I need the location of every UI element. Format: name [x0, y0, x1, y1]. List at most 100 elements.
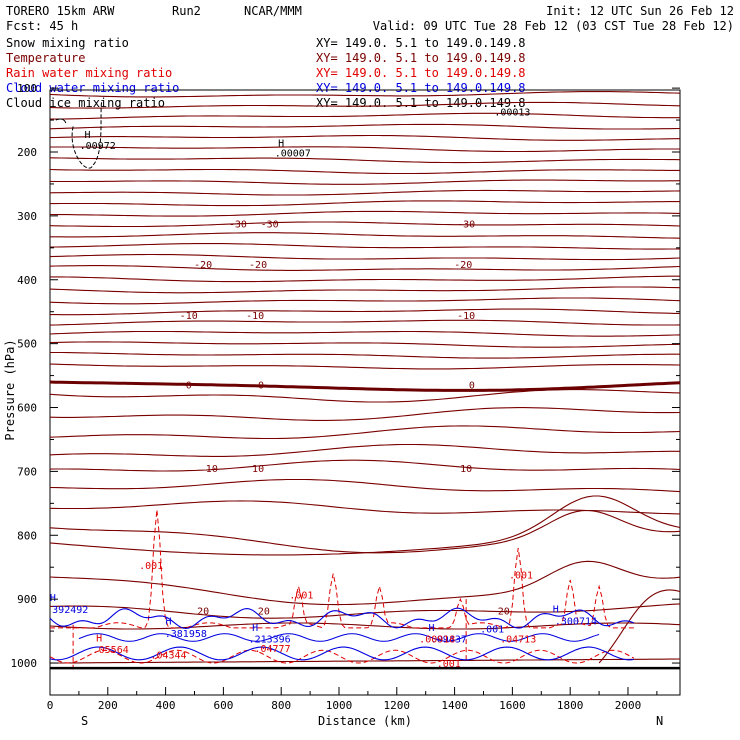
- org-label: NCAR/MMM: [244, 4, 302, 18]
- y-tick-label: 500: [17, 338, 37, 351]
- rain-contours: [49, 509, 635, 670]
- snow-contours: [55, 100, 103, 169]
- field-label: 392492: [52, 605, 88, 616]
- y-tick-label: 100: [17, 82, 37, 95]
- isotherm-line: [50, 275, 680, 283]
- isotherm-line: [49, 286, 681, 294]
- isotherm-line: [49, 407, 681, 421]
- isotherm-line: [49, 157, 681, 164]
- legend-xy-cloud_water: XY= 149.0. 5.1 to 149.0.149.8: [316, 81, 526, 95]
- isotherm-line: [50, 658, 681, 664]
- field-label: .001: [437, 659, 461, 670]
- isotherm-line: [49, 443, 680, 457]
- isotherm-line: [49, 189, 681, 196]
- legend-xy-temperature: XY= 149.0. 5.1 to 149.0.149.8: [316, 51, 526, 65]
- isotherm-label: -10: [457, 311, 475, 322]
- isotherm-line: [49, 243, 681, 250]
- x-axis-label: Distance (km): [318, 714, 412, 728]
- legend-name-rain: Rain water mixing ratio: [6, 66, 172, 80]
- north-endpoint-label: N: [656, 714, 663, 728]
- rain-contour: [49, 649, 635, 664]
- field-label: .00013: [494, 108, 530, 119]
- y-tick-label: 400: [17, 274, 37, 287]
- isotherm-line: [49, 253, 681, 261]
- field-label: H: [252, 623, 258, 634]
- x-tick-label: 1000: [326, 699, 353, 712]
- field-label: H: [50, 593, 56, 604]
- field-label: .09437: [431, 635, 467, 646]
- x-tick-label: 600: [213, 699, 233, 712]
- field-label: H: [553, 605, 559, 616]
- legend-name-snow: Snow mixing ratio: [6, 36, 129, 50]
- isotherm-label: -30: [261, 220, 279, 231]
- isotherm-line: [50, 200, 680, 207]
- isotherm-label: -10: [180, 311, 198, 322]
- legend-xy-rain: XY= 149.0. 5.1 to 149.0.149.8: [316, 66, 526, 80]
- y-tick-label: 300: [17, 210, 37, 223]
- y-tick-label: 900: [17, 593, 37, 606]
- field-label: .300714: [555, 617, 597, 628]
- isotherm-line: [49, 560, 681, 606]
- isotherm-label: -20: [454, 260, 472, 271]
- field-label: .00972: [80, 141, 116, 152]
- snow-contour: [55, 118, 67, 124]
- forecast-hour: Fcst: 45 h: [6, 19, 78, 33]
- y-tick-label: 600: [17, 402, 37, 415]
- field-label: .001: [509, 571, 533, 582]
- legend-name-temperature: Temperature: [6, 51, 85, 65]
- y-tick-label: 200: [17, 146, 37, 159]
- isotherm-line: [49, 265, 681, 271]
- isotherm-line: [49, 210, 681, 217]
- isotherm-label: 0: [469, 381, 475, 392]
- field-label: .05564: [93, 645, 129, 656]
- isotherm-label: -30: [229, 220, 247, 231]
- isotherm-line: [49, 363, 681, 370]
- isotherm-line: [49, 112, 680, 120]
- isotherm-line: [49, 330, 681, 337]
- isotherm-line: [49, 622, 681, 630]
- valid-time: Valid: 09 UTC Tue 28 Feb 12 (03 CST Tue …: [373, 19, 734, 33]
- y-tick-label: 1000: [11, 657, 38, 670]
- isotherm-label: 0: [186, 381, 192, 392]
- plot-area: -30 -30 -30 -20 -20 -20 -10 -10 -10 0 0 0 10 10 10 20 20…: [49, 89, 681, 696]
- field-label: .001: [139, 561, 163, 572]
- contour-labels: H.00972 H.00007.00013.001.001.001H392492H…: [50, 108, 597, 670]
- isotherm-label: -10: [246, 311, 264, 322]
- isotherm-label: 20: [258, 607, 270, 618]
- isotherm-line: [49, 179, 681, 185]
- init-time: Init: 12 UTC Sun 26 Feb 12: [546, 4, 734, 18]
- legend-name-cloud_water: Cloud water mixing ratio: [6, 81, 179, 95]
- x-tick-label: 1600: [499, 699, 526, 712]
- temperature-extra-contours: [49, 495, 681, 664]
- isotherm-line: [49, 495, 681, 556]
- isotherm-line: [598, 589, 681, 664]
- cloud-water-contour: [49, 646, 634, 661]
- field-label: .00918: [419, 635, 455, 646]
- isotherm-label: 0: [258, 381, 264, 392]
- x-axis: 0 200 400 600 800 1000 1200 1400 1600 1800 2000: [47, 687, 658, 712]
- field-label: .04344: [150, 651, 186, 662]
- south-endpoint-label: S: [81, 714, 88, 728]
- field-label: .001: [289, 591, 313, 602]
- x-tick-label: 200: [98, 699, 118, 712]
- x-tick-label: 800: [271, 699, 291, 712]
- field-label: .04777: [254, 644, 290, 655]
- isotherm-labels: -30 -30 -30 -20 -20 -20 -10 -10 -10 0 0 0 10 10 10 20 20…: [180, 220, 510, 618]
- isotherm-label: 20: [498, 607, 510, 618]
- run-label: Run2: [172, 4, 201, 18]
- isotherm-line: [49, 123, 681, 130]
- isotherm-line: [49, 478, 681, 493]
- isotherm-label: -30: [457, 220, 475, 231]
- isotherm-line: [49, 341, 681, 348]
- isotherm-line: [49, 509, 681, 554]
- isotherm-line: [50, 308, 681, 316]
- rain-contour: [50, 509, 634, 629]
- field-label: .001: [480, 624, 504, 635]
- isotherm-line: [49, 389, 681, 403]
- isotherm-line: [49, 91, 681, 98]
- isotherm-label: 10: [460, 464, 472, 475]
- field-label: .04713: [500, 635, 536, 646]
- isotherm-line: [50, 232, 681, 239]
- cloud-water-contour: [78, 633, 600, 642]
